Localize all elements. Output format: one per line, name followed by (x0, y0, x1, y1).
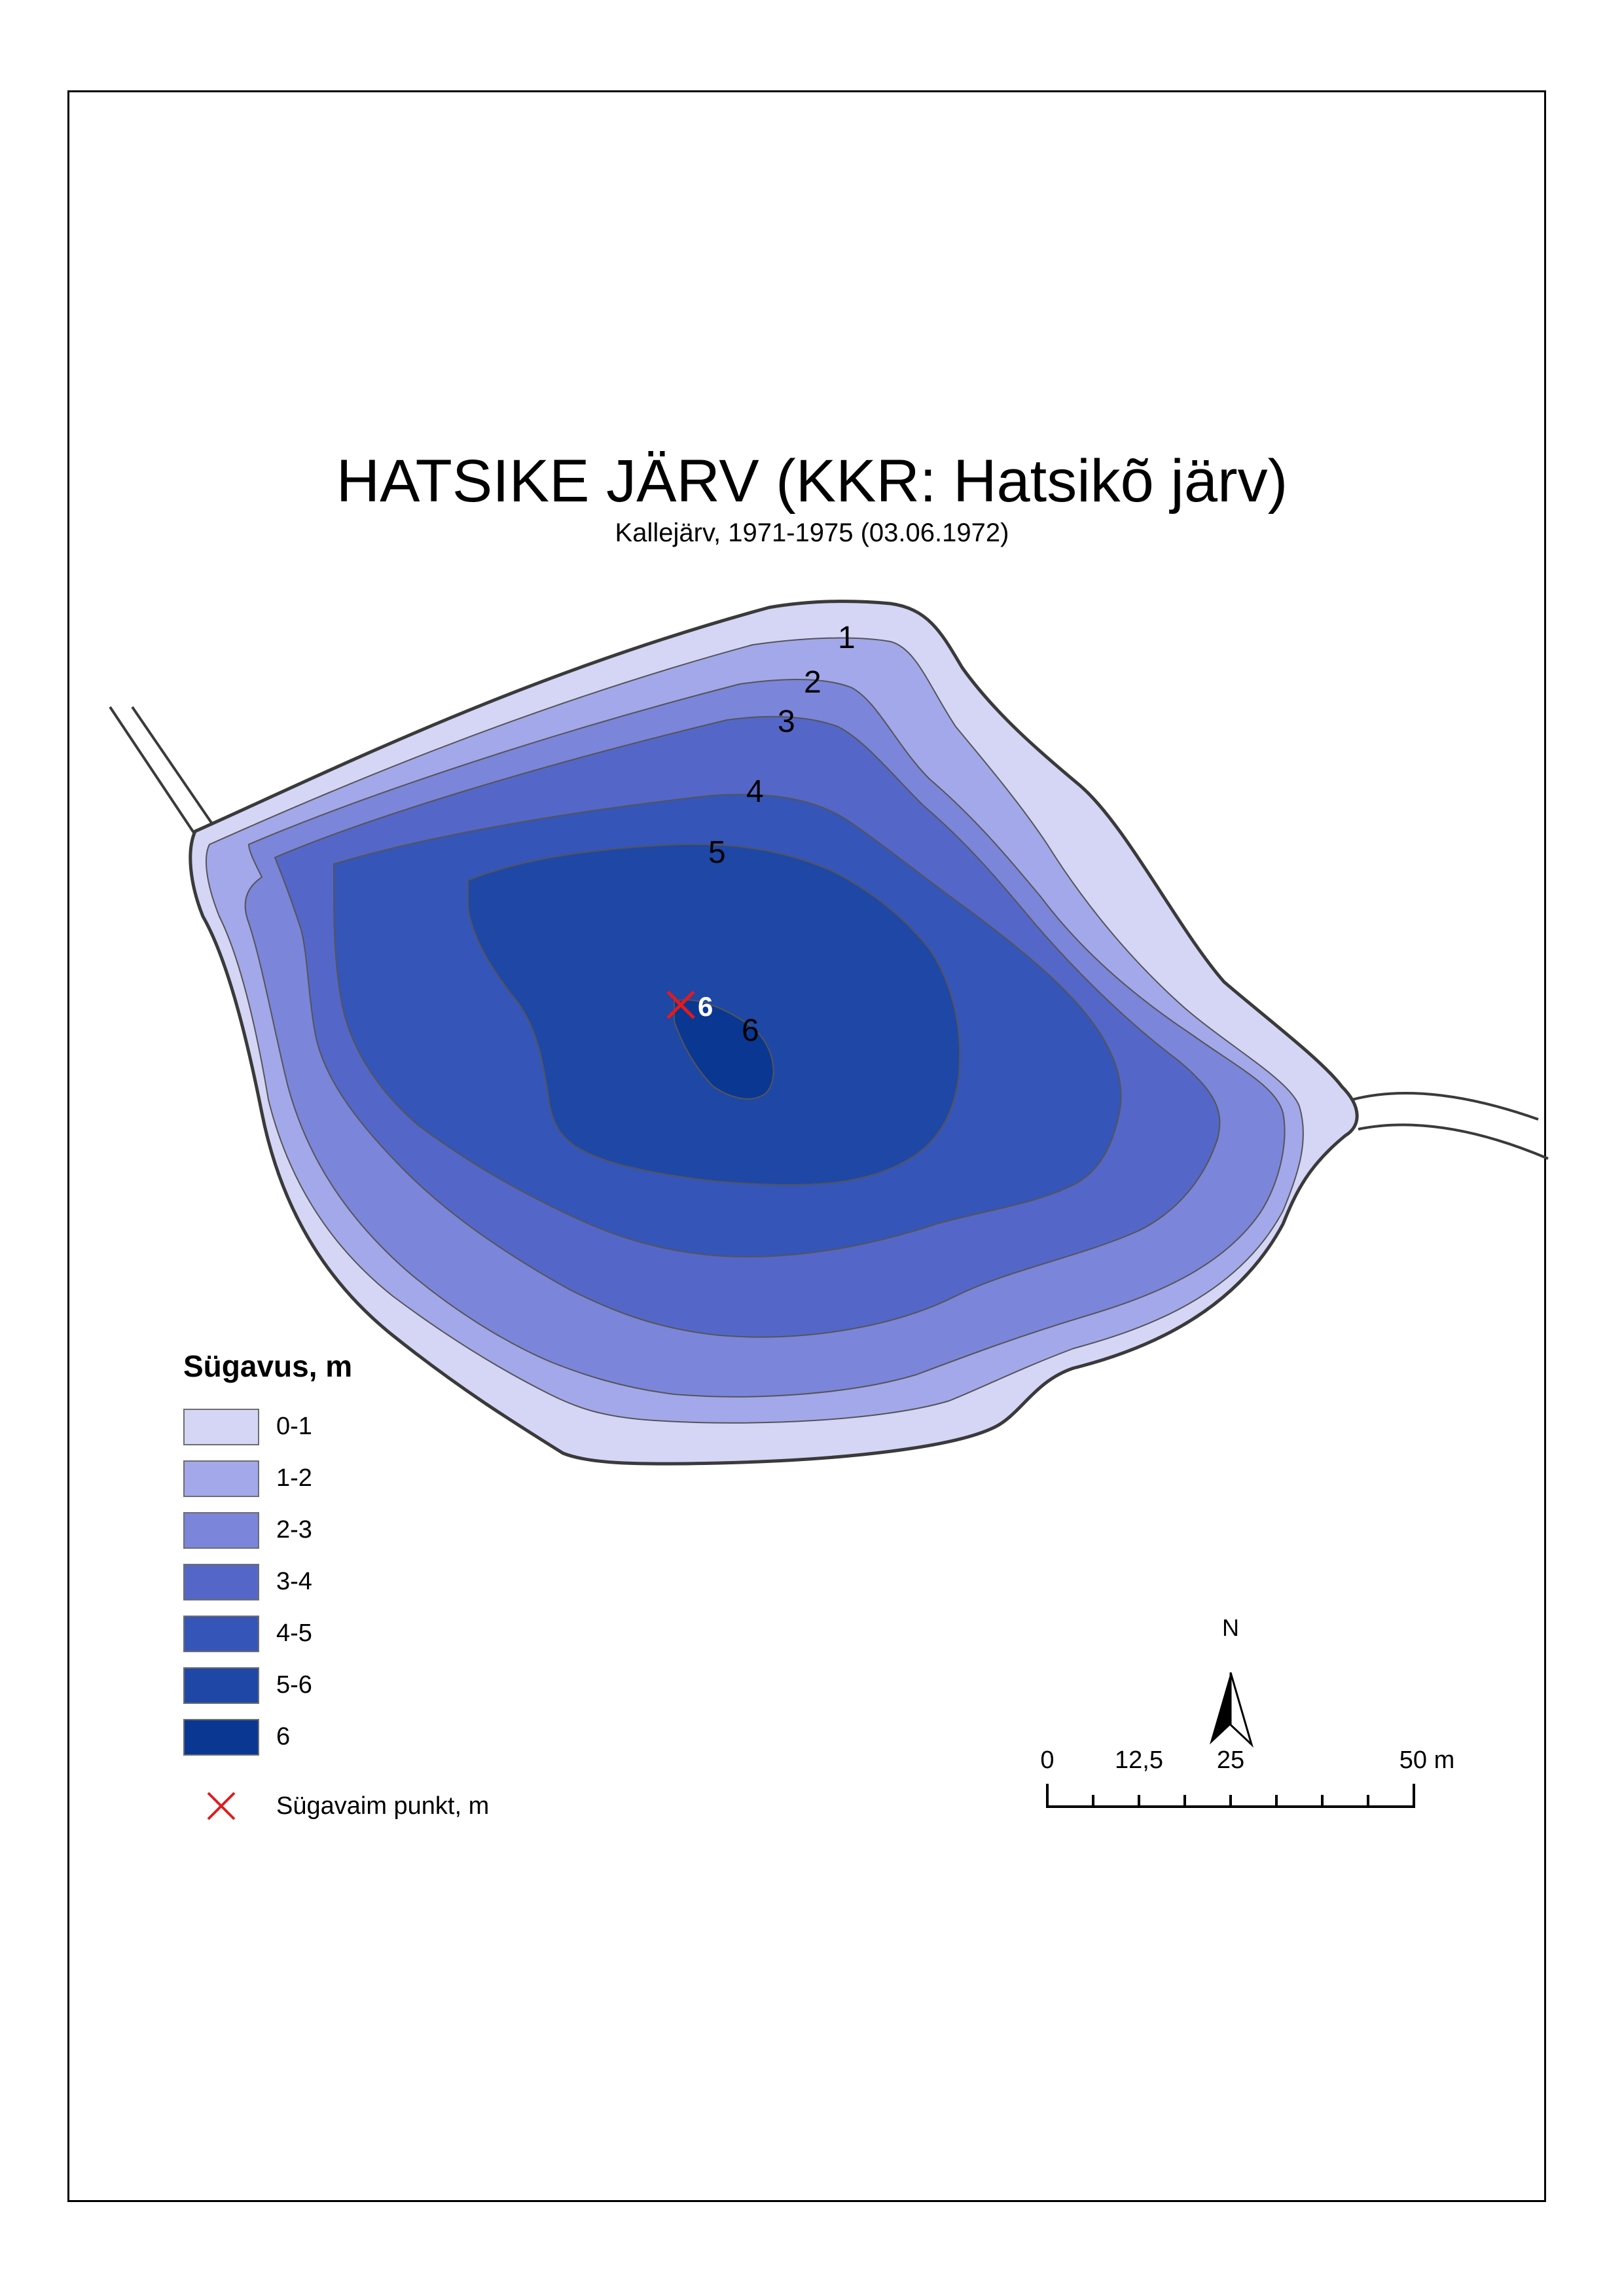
legend-swatch (183, 1408, 259, 1445)
contour-label-3: 3 (778, 704, 795, 739)
scale-label-25: 25 (1216, 1746, 1245, 1774)
contour-label-4: 4 (746, 774, 764, 809)
legend-swatch (183, 1718, 259, 1756)
north-arrow-icon (1210, 1672, 1254, 1748)
legend-item: 4-5 (183, 1608, 489, 1659)
legend-item-label: 5-6 (276, 1671, 312, 1699)
legend-item: 0-1 (183, 1401, 489, 1453)
legend-swatch (183, 1511, 259, 1549)
depth-zone-6 (674, 999, 774, 1100)
legend: Sügavus, m 0-1 1-2 2-3 3-4 4-5 5-6 6 Sügavaim … (183, 1348, 489, 1824)
contour-labels: 1 2 3 4 5 6 (708, 621, 856, 1048)
legend-swatch (183, 1615, 259, 1652)
contour-label-1: 1 (838, 621, 856, 655)
legend-swatch (183, 1667, 259, 1704)
legend-item-label: 2-3 (276, 1516, 312, 1544)
legend-deepest-point-label: Sügavaim punkt, m (276, 1792, 490, 1820)
deepest-point-icon (183, 1788, 259, 1824)
map-subtitle: Kallejärv, 1971-1975 (03.06.1972) (615, 518, 1009, 547)
legend-item-label: 4-5 (276, 1619, 312, 1647)
legend-item-label: 1-2 (276, 1464, 312, 1492)
legend-item-label: 0-1 (276, 1413, 312, 1440)
inlet-stream (109, 706, 219, 836)
contour-label-2: 2 (804, 665, 821, 700)
legend-title: Sügavus, m (183, 1349, 353, 1383)
legend-item-label: 6 (276, 1723, 291, 1750)
outlet-stream (1351, 1092, 1549, 1160)
scale-bar (1046, 1784, 1415, 1808)
scale-label-0: 0 (1040, 1746, 1055, 1774)
north-arrow-label: N (1222, 1614, 1239, 1641)
map-title: HATSIKE JÄRV (KKR: Hatsikõ järv) (336, 448, 1288, 515)
legend-swatch (183, 1460, 259, 1497)
legend-item: 1-2 (183, 1453, 489, 1504)
deepest-point-marker: 6 (666, 990, 713, 1022)
contour-label-5: 5 (708, 835, 726, 870)
map-frame (67, 90, 1546, 2202)
scale-label-12-5: 12,5 (1115, 1746, 1163, 1774)
legend-item: 3-4 (183, 1556, 489, 1608)
legend-item: 2-3 (183, 1504, 489, 1556)
legend-swatch (183, 1563, 259, 1600)
legend-item: 6 (183, 1711, 489, 1763)
legend-item: 5-6 (183, 1659, 489, 1711)
legend-item-label: 3-4 (276, 1568, 312, 1595)
contour-label-6: 6 (742, 1013, 759, 1048)
legend-deepest-point: Sügavaim punkt, m (183, 1788, 489, 1824)
deepest-point-label: 6 (698, 991, 713, 1022)
scale-label-50: 50 m (1399, 1746, 1455, 1774)
